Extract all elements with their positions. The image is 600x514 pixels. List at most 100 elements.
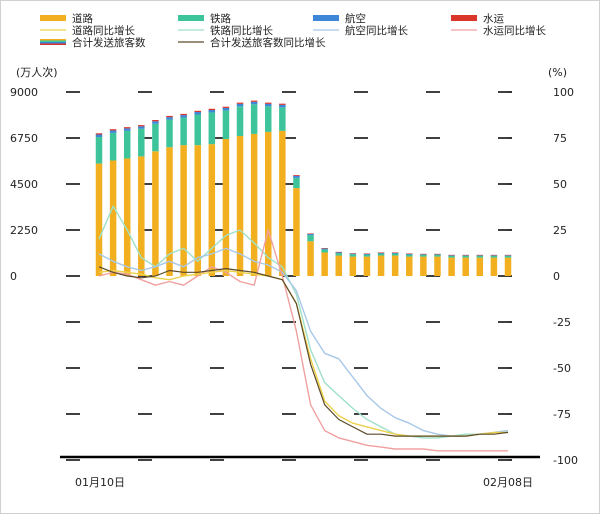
bar-road bbox=[180, 145, 187, 276]
bar-rail bbox=[349, 254, 357, 257]
bar-water bbox=[321, 248, 328, 249]
bar-road bbox=[279, 130, 286, 276]
bar-water bbox=[307, 233, 314, 234]
bar-road bbox=[448, 257, 455, 276]
bar-stack-25 bbox=[448, 254, 455, 276]
legend-label: 水运同比增长 bbox=[483, 24, 546, 37]
bar-water bbox=[123, 127, 131, 129]
bar-rail bbox=[377, 253, 385, 256]
bar-water bbox=[335, 251, 343, 253]
bar-water bbox=[476, 254, 484, 256]
bar-road bbox=[462, 257, 469, 276]
legend-label: 铁路 bbox=[210, 12, 231, 25]
bar-road bbox=[335, 255, 343, 276]
bar-rail bbox=[448, 255, 455, 258]
bar-rail bbox=[490, 255, 498, 258]
bar-rail bbox=[293, 177, 300, 189]
bar-stack-27 bbox=[476, 254, 484, 276]
legend-item-air: 航空 bbox=[313, 12, 366, 25]
legend-item-total_yoy: 合计发送旅客数同比增长 bbox=[178, 36, 326, 49]
bar-water bbox=[434, 253, 441, 255]
bar-road bbox=[109, 160, 117, 276]
bar-air bbox=[462, 255, 469, 256]
bar-water bbox=[222, 106, 230, 108]
bar-air bbox=[504, 255, 512, 256]
bar-road bbox=[434, 256, 441, 276]
bar-water bbox=[236, 102, 244, 104]
legend-item-rail: 铁路 bbox=[178, 12, 231, 25]
bar-water bbox=[363, 253, 371, 254]
bar-rail bbox=[504, 255, 512, 258]
bar-air bbox=[264, 103, 272, 107]
bar-rail bbox=[391, 253, 399, 256]
bar-road bbox=[166, 147, 173, 276]
legend-item-water: 水运 bbox=[451, 13, 504, 25]
bar-rail bbox=[208, 112, 216, 145]
right-tick-label: 25 bbox=[553, 224, 567, 237]
legend-item-rail_yoy: 铁路同比增长 bbox=[178, 24, 273, 37]
bar-road bbox=[363, 256, 371, 276]
bar-road bbox=[208, 144, 216, 276]
bar-stack-5 bbox=[166, 115, 173, 276]
bar-rail bbox=[420, 254, 427, 257]
right-axis-unit: (%) bbox=[548, 66, 567, 79]
bar-stack-15 bbox=[307, 233, 314, 276]
bar-water bbox=[293, 175, 300, 176]
bar-stack-9 bbox=[222, 106, 230, 276]
bar-stack-16 bbox=[321, 248, 328, 276]
bar-air bbox=[307, 233, 314, 236]
legend-label: 航空 bbox=[345, 12, 366, 25]
bar-air bbox=[279, 104, 286, 108]
bar-stack-28 bbox=[490, 254, 498, 276]
bar-stack-21 bbox=[391, 252, 399, 276]
bar-stack-23 bbox=[420, 253, 427, 276]
bar-water bbox=[95, 133, 103, 135]
bar-stack-20 bbox=[377, 252, 385, 276]
bar-road bbox=[194, 145, 201, 276]
bar-rail bbox=[166, 119, 173, 148]
right-tick-label: -75 bbox=[553, 408, 571, 421]
bar-air bbox=[166, 117, 173, 120]
bar-stack-8 bbox=[208, 108, 216, 276]
bar-road bbox=[152, 151, 159, 276]
bar-rail bbox=[307, 235, 314, 242]
bar-water bbox=[279, 103, 286, 105]
bar-stack-4 bbox=[152, 120, 159, 276]
bar-stack-3 bbox=[138, 125, 145, 276]
bar-stack-11 bbox=[250, 100, 258, 276]
bar-stack-24 bbox=[434, 253, 441, 276]
bar-water bbox=[391, 252, 399, 253]
right-tick-label: 50 bbox=[553, 178, 567, 191]
bar-rail bbox=[406, 254, 413, 257]
left-tick-label: 0 bbox=[10, 270, 17, 283]
bar-air bbox=[363, 253, 371, 255]
right-axis-ticks: -100 -75 -50 -25 0 25 50 75 100 bbox=[553, 86, 578, 467]
legend-label: 道路同比增长 bbox=[72, 24, 135, 37]
bar-stack-7 bbox=[194, 110, 201, 276]
bar-rail bbox=[476, 255, 484, 258]
bar-air bbox=[236, 103, 244, 107]
bar-rail bbox=[250, 104, 258, 134]
bar-stack-2 bbox=[123, 127, 131, 276]
legend-item-air_yoy: 航空同比增长 bbox=[313, 24, 408, 37]
legend-label: 铁路同比增长 bbox=[210, 24, 273, 37]
bar-water bbox=[349, 253, 357, 254]
bar-water bbox=[462, 254, 469, 256]
legend-item-total: 合计发送旅客数 bbox=[40, 36, 146, 49]
bar-rail bbox=[335, 253, 343, 256]
bar-stack-22 bbox=[406, 253, 413, 276]
bar-stack-18 bbox=[349, 253, 357, 276]
right-tick-label: -50 bbox=[553, 362, 571, 375]
bar-rail bbox=[462, 255, 469, 258]
legend-label: 水运 bbox=[483, 13, 504, 25]
bar-road bbox=[307, 241, 314, 276]
bar-rail bbox=[180, 117, 187, 146]
bar-stack-17 bbox=[335, 251, 343, 276]
line-air_yoy bbox=[98, 247, 509, 437]
bar-air bbox=[152, 121, 159, 124]
left-tick-label: 4500 bbox=[10, 178, 38, 191]
bar-air bbox=[391, 252, 399, 254]
bar-air bbox=[138, 126, 145, 129]
bar-rail bbox=[434, 254, 441, 257]
